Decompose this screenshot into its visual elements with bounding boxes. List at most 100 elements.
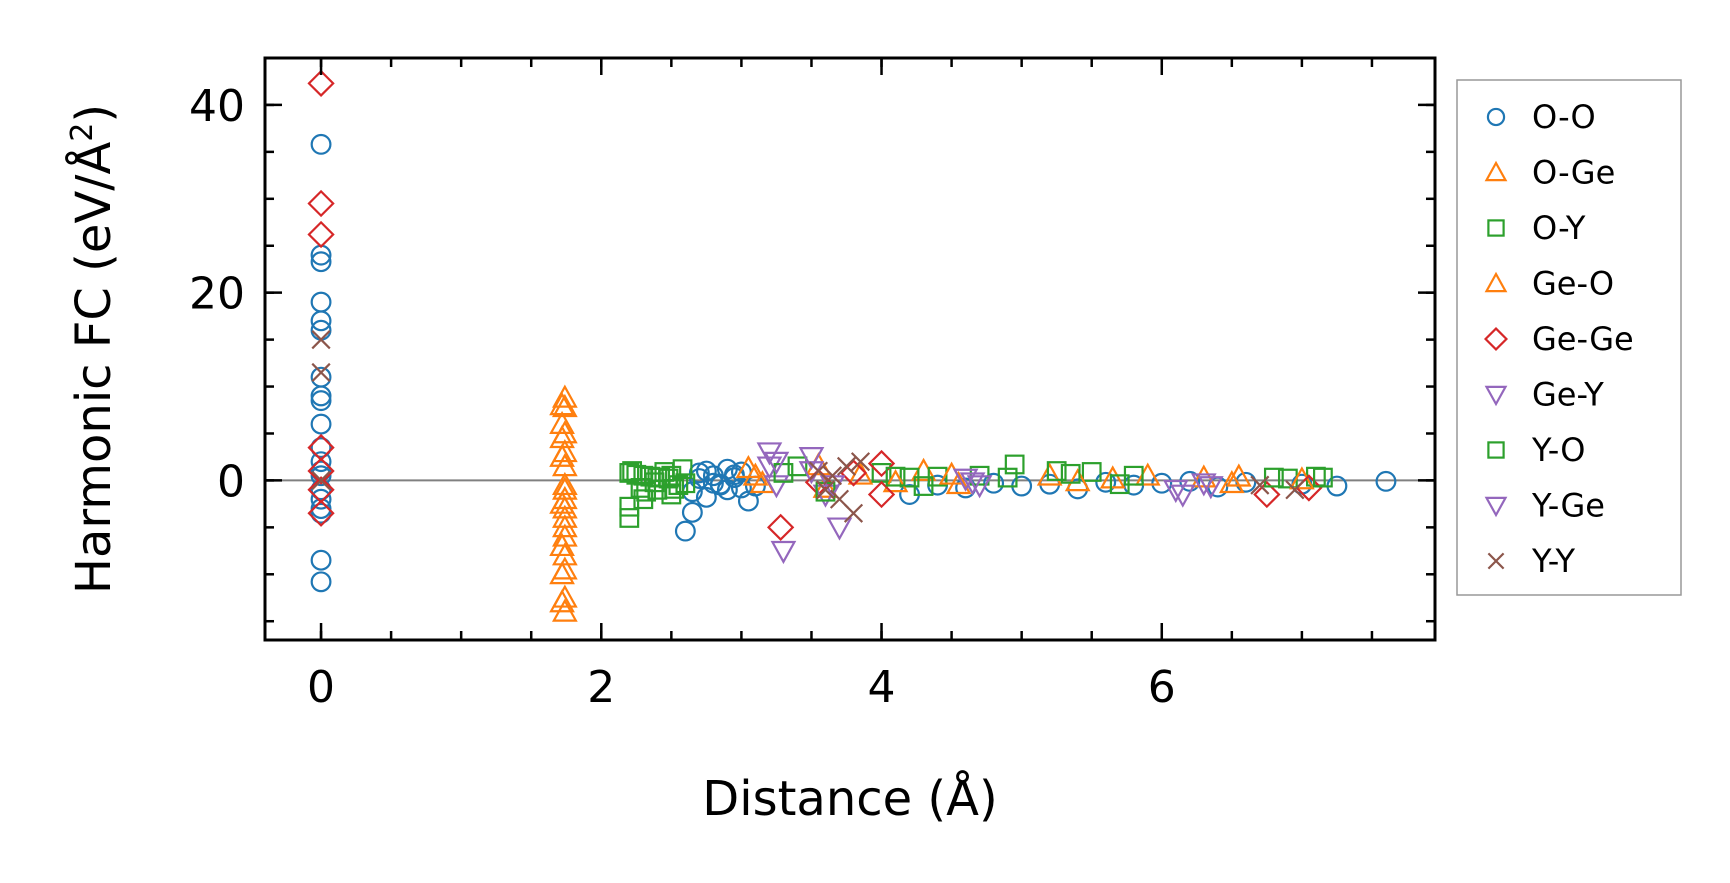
data-point [1197,476,1224,500]
legend-label: Y-Y [1531,542,1576,580]
y-tick-label: 20 [189,269,245,320]
legend-marker [1484,271,1508,293]
data-point [310,571,332,593]
data-point [836,456,857,476]
data-point [1151,472,1173,494]
data-point [763,475,790,499]
data-point [773,463,794,483]
legend-item: Y-Y [1487,542,1576,580]
data-point [822,466,843,486]
x-tick-label: 6 [1148,662,1176,713]
data-point [1375,470,1397,492]
data-point [1218,469,1245,494]
data-point [1253,480,1281,509]
data-point [310,310,332,332]
data-point [812,474,839,498]
y-axis-label-superscript: 2 [65,123,100,142]
data-point [1004,454,1025,475]
data-point [983,472,1005,494]
legend-label: O-O [1532,98,1596,136]
data-point [307,499,335,527]
data-point [1190,473,1217,497]
series-ge-o [549,392,1315,613]
legend-label: Y-O [1531,431,1585,469]
data-point [551,384,578,408]
data-point [1313,467,1333,488]
data-point [549,589,575,613]
data-point [310,488,332,510]
data-point [1285,480,1305,500]
data-point [702,472,724,494]
data-point [867,480,896,509]
legend-marker [1486,107,1506,127]
data-point [885,466,906,487]
data-point [1064,468,1091,492]
data-point [310,390,332,412]
legend-label: O-Y [1532,209,1586,247]
data-point [310,437,332,459]
data-point [1235,471,1257,493]
data-point [307,457,335,485]
data-point [311,330,331,350]
legend-marker [1484,160,1508,182]
data-point [551,471,578,496]
series-ge-ge [307,69,1323,542]
data-point [1250,475,1270,495]
legend-item: O-Ge [1484,154,1615,192]
series-ge-y [756,442,1217,565]
data-point [1169,484,1196,508]
legend-item: Y-O [1487,431,1585,469]
data-point [650,467,671,488]
data-point [850,452,871,472]
series-y-ge [763,451,1224,504]
data-point [997,467,1018,488]
data-point [636,481,657,502]
data-point [826,517,853,541]
legend-item: O-Y [1487,209,1586,247]
legend-marker [1484,496,1508,518]
data-point [661,484,682,505]
data-point [310,549,332,571]
data-point [310,451,332,473]
data-point [549,561,575,585]
data-point [798,447,825,471]
legend-label: Ge-Ge [1532,320,1634,358]
legend-marker [1484,385,1508,407]
data-point [310,498,332,520]
data-point [307,220,335,249]
data-point [1109,474,1130,495]
x-axis-label: Distance (Å) [702,770,997,827]
legend-label: Y-Ge [1531,487,1605,525]
legend-item: Ge-Y [1484,376,1604,414]
data-point [966,475,993,499]
data-point [1036,462,1063,486]
data-point [742,462,769,486]
data-point [1263,467,1284,488]
series-o-ge [551,384,1252,622]
data-point [619,463,640,483]
data-point [674,520,696,542]
data-point [310,385,332,407]
data-point [664,478,685,499]
data-point [311,362,331,383]
data-point [310,291,332,313]
data-point [310,413,332,435]
data-point [1081,462,1102,482]
data-point [310,133,332,155]
data-point [815,480,836,500]
x-tick-label: 2 [587,662,615,713]
series-o-o [310,133,1397,593]
data-point [730,477,752,499]
legend-label: Ge-O [1532,265,1614,303]
legend-box [1456,79,1682,596]
data-point [1095,471,1117,493]
y-axis-label: Harmonic FC (eV/Å2) [65,104,122,594]
y-tick-label: 0 [217,456,245,507]
tick-labels: 0 2 4 6 0 20 40 [189,81,1176,713]
data-point [867,449,896,478]
data-point [310,251,332,273]
data-point [310,502,332,524]
data-point [913,476,934,496]
data-point [619,508,640,528]
